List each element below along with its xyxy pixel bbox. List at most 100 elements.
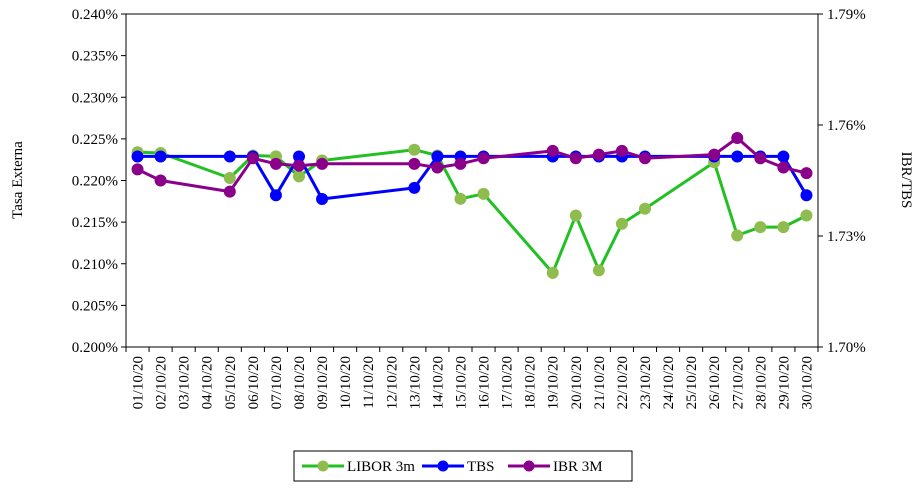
y-left-tick-label: 0.215% (72, 215, 118, 231)
y-left-tick-label: 0.225% (72, 132, 118, 148)
x-tick-label: 16/10/20 (477, 356, 493, 409)
x-tick-label: 03/10/20 (177, 356, 193, 409)
data-point (223, 185, 236, 198)
y-right-tick-label: 1.73% (827, 229, 866, 245)
data-point (569, 152, 582, 165)
data-point (154, 150, 167, 163)
y-left-tick-label: 0.230% (72, 90, 118, 106)
data-point (800, 167, 813, 180)
x-tick-label: 20/10/20 (569, 356, 585, 409)
y-right-tick-label: 1.79% (827, 7, 866, 23)
data-point (293, 159, 305, 172)
x-tick-label: 21/10/20 (592, 356, 608, 409)
y-left-tick-label: 0.220% (72, 174, 118, 190)
legend: LIBOR 3m TBS IBR 3M (293, 450, 633, 482)
data-point (131, 150, 144, 163)
series-line (136, 136, 807, 194)
y-axis-label-right: IBR/TBS (898, 152, 913, 209)
x-tick-label: 05/10/20 (223, 356, 239, 409)
data-point (615, 217, 628, 230)
x-tick-label: 19/10/20 (546, 356, 562, 409)
data-point (754, 221, 767, 234)
data-point (246, 152, 259, 165)
data-point (454, 157, 467, 170)
x-tick-label: 09/10/20 (315, 356, 331, 409)
data-point (477, 152, 490, 165)
data-point (777, 161, 790, 174)
data-point (131, 163, 144, 176)
data-point (154, 174, 167, 187)
x-tick-label: 11/10/20 (361, 356, 377, 409)
legend-item: LIBOR 3m (302, 459, 415, 475)
legend-label: IBR 3M (553, 459, 603, 475)
data-point (408, 157, 421, 170)
data-point (615, 144, 628, 157)
data-point (477, 187, 490, 200)
data-point (293, 170, 305, 183)
data-point (316, 193, 329, 205)
y-axis-label-left: Tasa Externa (10, 141, 26, 219)
x-tick-label: 15/10/20 (453, 356, 469, 409)
x-tick-label: 29/10/20 (776, 356, 792, 409)
x-tick-label: 04/10/20 (200, 356, 216, 409)
data-point (777, 221, 790, 234)
x-tick-label: 22/10/20 (615, 356, 631, 409)
data-point (592, 148, 605, 161)
data-point (592, 264, 605, 277)
legend-swatch-marker (523, 460, 535, 472)
data-point (731, 229, 744, 242)
x-tick-label: 25/10/20 (684, 356, 700, 409)
data-point (569, 209, 582, 222)
data-point (408, 181, 421, 194)
data-point (431, 161, 444, 174)
data-point (223, 150, 236, 163)
data-point (754, 152, 767, 165)
data-point (269, 189, 282, 202)
x-tick-label: 18/10/20 (523, 356, 539, 409)
x-tick-label: 12/10/20 (384, 356, 400, 409)
legend-label: LIBOR 3m (347, 459, 415, 475)
data-point (800, 209, 813, 222)
y-left-tick-label: 0.200% (72, 340, 118, 356)
data-point (731, 150, 744, 163)
series-ibr-3m (131, 131, 813, 198)
x-tick-label: 17/10/20 (500, 356, 516, 409)
series-libor-3m (131, 143, 813, 279)
x-tick-label: 01/10/20 (131, 356, 147, 409)
y-left-tick-label: 0.210% (72, 257, 118, 273)
x-tick-label: 08/10/20 (292, 356, 308, 409)
y-left-tick-label: 0.205% (72, 298, 118, 314)
legend-label: TBS (467, 459, 495, 475)
data-point (546, 266, 559, 279)
x-tick-label: 27/10/20 (730, 356, 746, 409)
x-tick-label: 24/10/20 (661, 356, 677, 409)
x-tick-label: 07/10/20 (269, 356, 285, 409)
legend-item: IBR 3M (508, 459, 603, 475)
x-tick-label: 10/10/20 (338, 356, 354, 409)
data-point (431, 150, 444, 163)
x-tick-label: 23/10/20 (638, 356, 654, 409)
y-left-tick-label: 0.235% (72, 49, 118, 65)
axes: 0.200% 0.205% 0.210% 0.215% 0.220% 0.225% 0.23… (72, 7, 866, 409)
data-point (708, 148, 721, 161)
y-right-tick-label: 1.70% (827, 340, 866, 356)
y-left-tick-label: 0.240% (72, 7, 118, 23)
x-tick-label: 14/10/20 (430, 356, 446, 409)
series-line (137, 148, 808, 275)
x-tick-label: 13/10/20 (407, 356, 423, 409)
data-point (546, 144, 559, 157)
y-right-tick-label: 1.76% (827, 118, 866, 134)
data-point (454, 192, 467, 205)
x-tick-label: 02/10/20 (154, 356, 170, 409)
x-tick-label: 30/10/20 (799, 356, 815, 409)
data-point (408, 143, 421, 156)
data-point (316, 157, 329, 170)
data-point (777, 150, 790, 163)
x-tick-label: 06/10/20 (246, 356, 262, 409)
data-point (639, 152, 651, 165)
data-point (731, 131, 744, 144)
legend-swatch-marker (437, 460, 449, 472)
legend-swatch-marker (317, 460, 329, 472)
